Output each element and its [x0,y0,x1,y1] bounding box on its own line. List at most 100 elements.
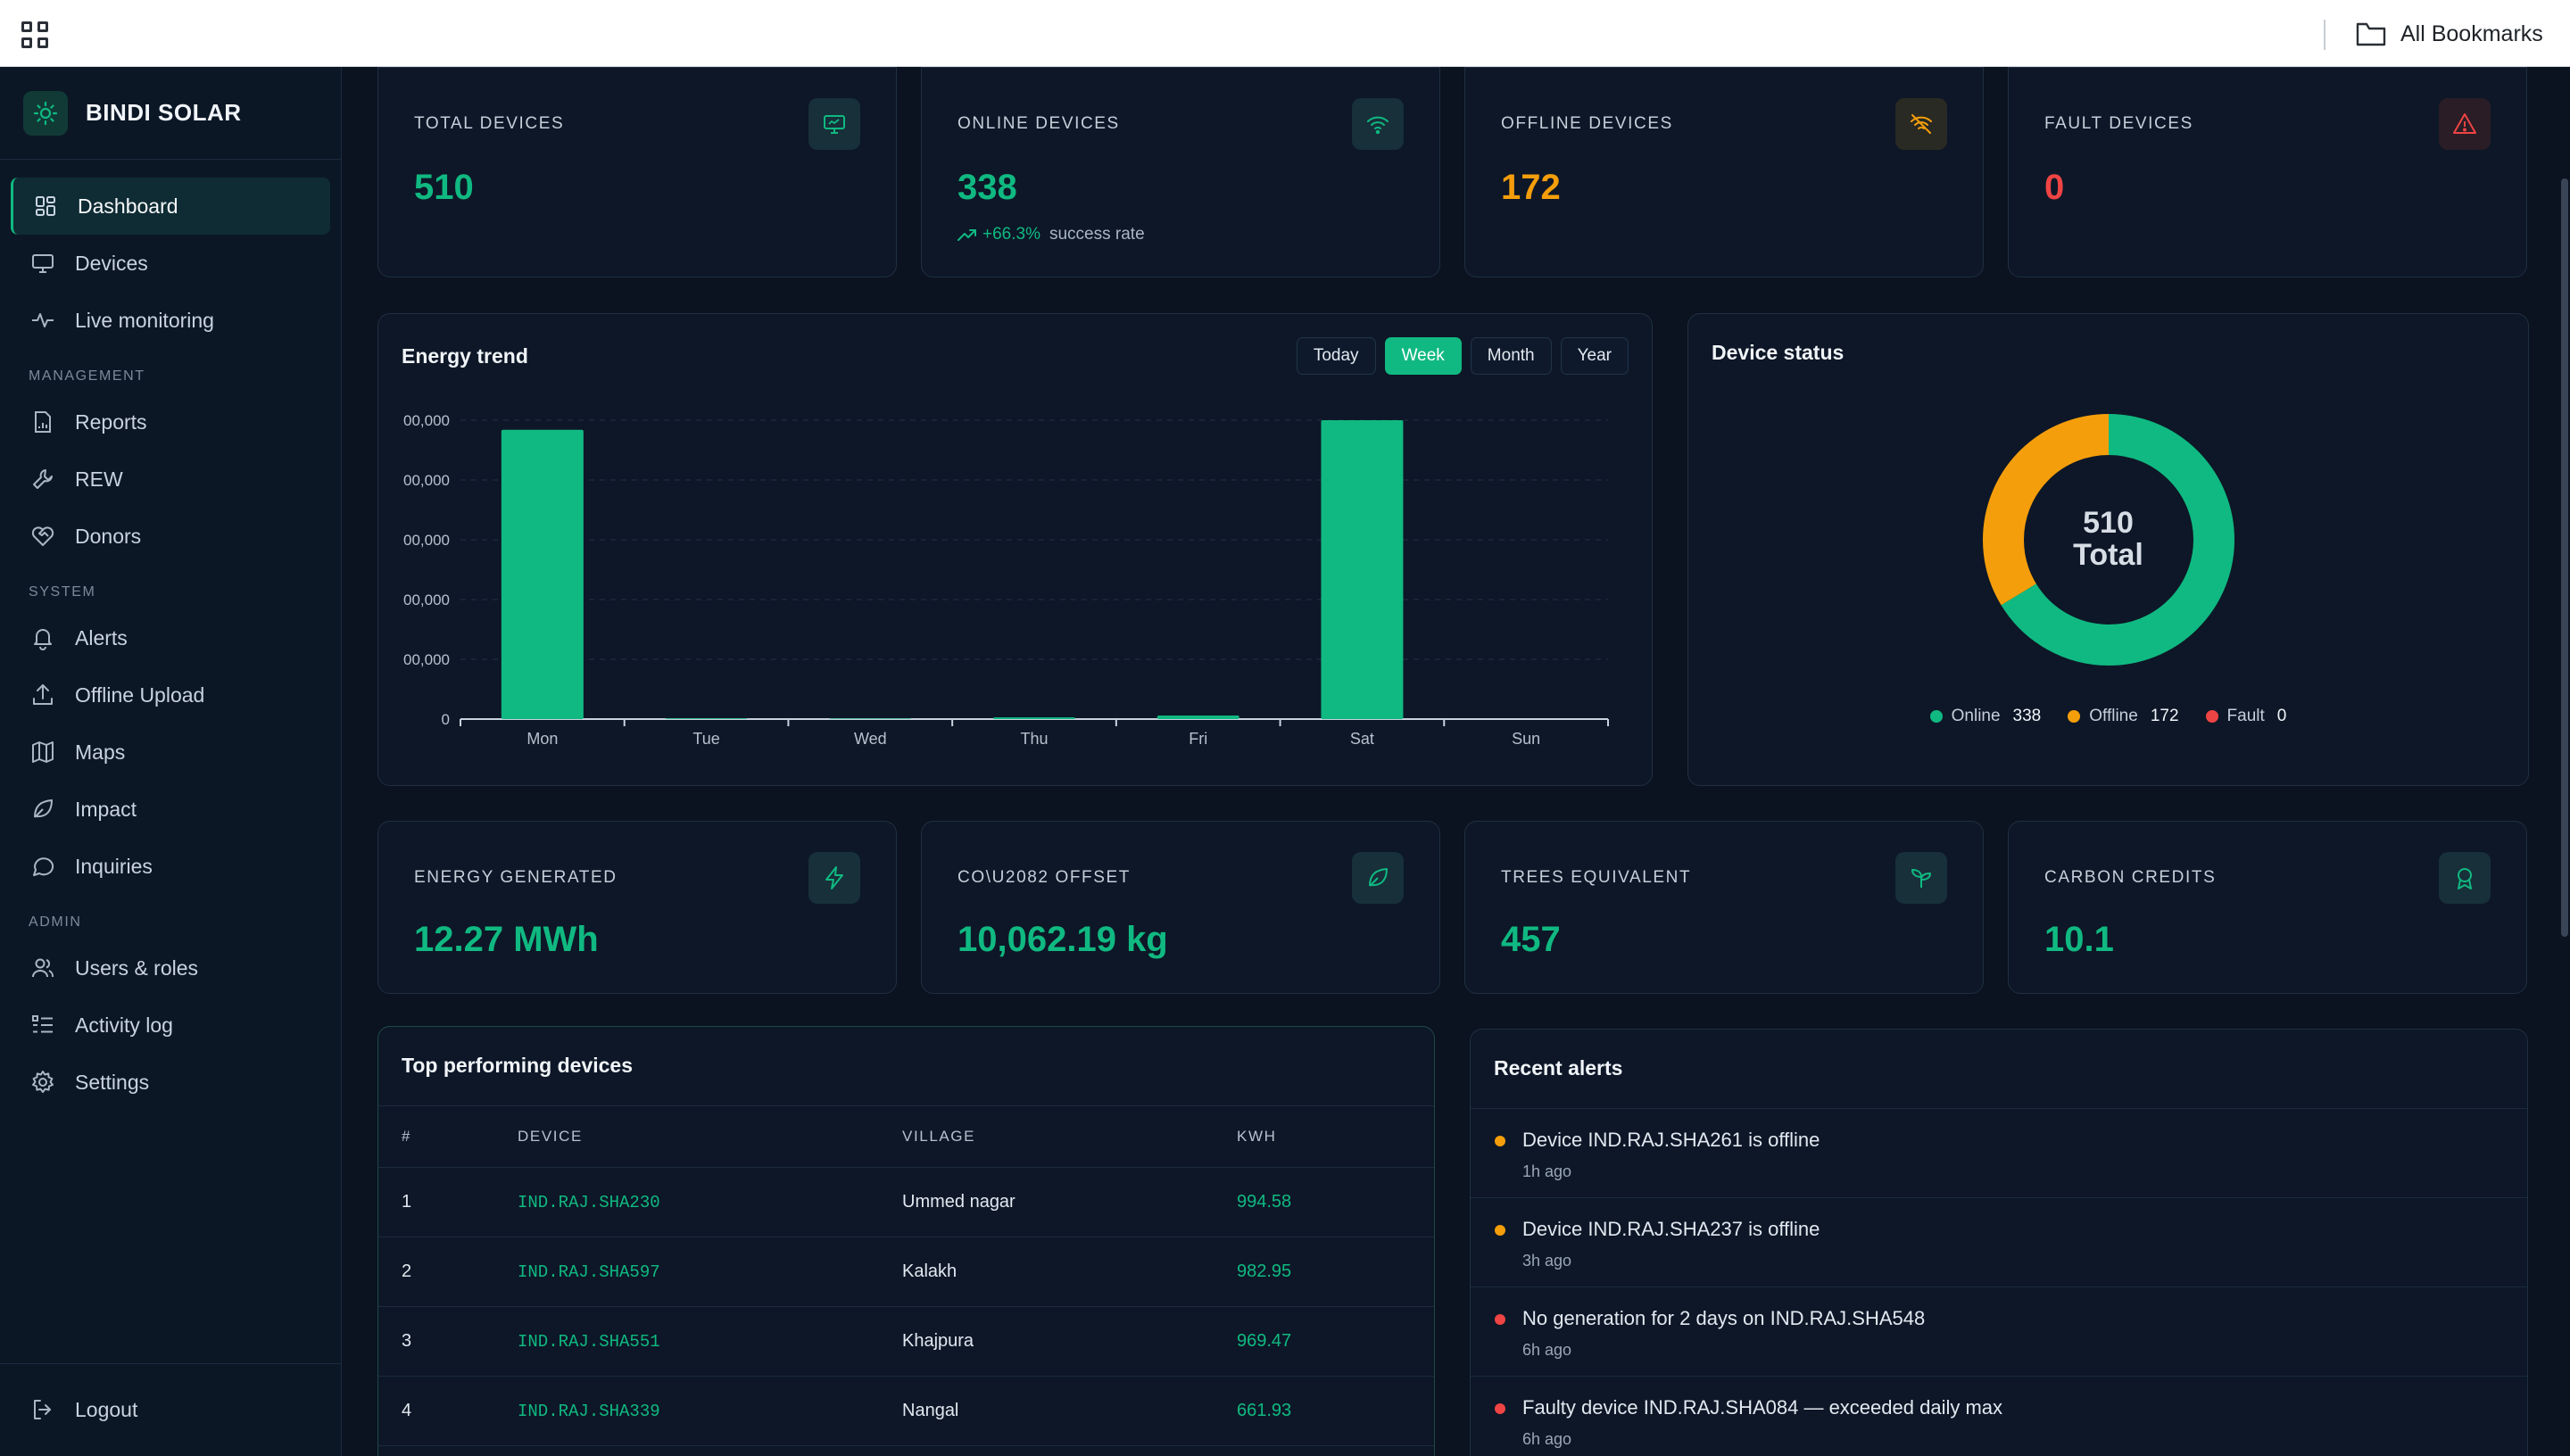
row-village: Kalakh [902,1262,958,1281]
alert-item[interactable]: Device IND.RAJ.SHA237 is offline 3h ago [1471,1198,2527,1287]
logout-button[interactable]: Logout [11,1363,330,1456]
alert-message: No generation for 2 days on IND.RAJ.SHA5… [1522,1307,1926,1329]
sidebar-item-reports[interactable]: Reports [11,393,330,451]
sidebar-item-impact[interactable]: Impact [11,781,330,838]
sidebar-item-devices[interactable]: Devices [11,235,330,292]
column-header-kwh[interactable]: KWH [1237,1128,1277,1145]
stat-card-fault-devices: FAULT DEVICES 0 [2008,67,2527,277]
warning-icon [2439,98,2491,150]
alert-item[interactable]: Device IND.RAJ.SHA261 is offline 1h ago [1471,1109,2527,1198]
table-row[interactable]: 3 IND.RAJ.SHA551 Khajpura 969.47 [378,1307,1434,1377]
recent-alerts-card: Recent alerts Device IND.RAJ.SHA261 is o… [1470,1029,2528,1456]
logout-icon [34,1400,51,1419]
stat-label: FAULT DEVICES [2044,114,2193,133]
brand[interactable]: BINDI SOLAR [0,67,341,160]
sidebar-item-label: Donors [75,524,142,548]
alerts-list: Device IND.RAJ.SHA261 is offline 1h ago … [1471,1108,2527,1456]
top-devices-table: # DEVICE VILLAGE KWH 1 IND.RAJ.SHA230 Um… [378,1105,1434,1446]
sidebar-item-settings[interactable]: Settings [11,1054,330,1111]
sidebar-item-label: Dashboard [78,194,178,218]
legend-offline[interactable]: Offline 172 [2068,707,2179,726]
stat-label: TOTAL DEVICES [414,114,565,133]
sidebar-item-rew[interactable]: REW [11,451,330,508]
apps-grid-icon[interactable] [21,21,48,48]
sidebar-item-label: Alerts [75,625,128,649]
stat-label: OFFLINE DEVICES [1501,114,1673,133]
sidebar-item-label: Offline Upload [75,682,205,707]
sidebar-item-inquiries[interactable]: Inquiries [11,838,330,895]
row-kwh: 982.95 [1237,1262,1292,1281]
bar-thu [993,716,1075,719]
x-tick-label: Sat [1350,730,1374,748]
row-device[interactable]: IND.RAJ.SHA551 [518,1331,660,1352]
all-bookmarks-button[interactable]: All Bookmarks [2356,16,2543,52]
y-tick-label: 00,000 [403,651,450,668]
wifi-icon [1352,98,1404,150]
sidebar-item-users-roles[interactable]: Users & roles [11,939,330,997]
energy-trend-card: Energy trend Today Week Month Year 0 00,0… [377,313,1653,786]
page-scrollbar-thumb[interactable] [2561,178,2568,937]
table-row[interactable]: 2 IND.RAJ.SHA597 Kalakh 982.95 [378,1237,1434,1307]
alert-time: 3h ago [1522,1252,1572,1270]
bolt-icon [808,852,860,904]
sidebar-item-label: Reports [75,410,147,434]
legend-label: Fault [2226,707,2265,725]
legend-label: Online [1951,707,2001,725]
legend-dot [1929,710,1943,723]
sidebar-item-live-monitoring[interactable]: Live monitoring [11,292,330,349]
sidebar-item-label: Inquiries [75,854,153,878]
row-kwh: 661.93 [1237,1401,1292,1420]
range-week-button[interactable]: Week [1384,337,1462,375]
x-tick-label: Sun [1512,730,1540,748]
stat-label: CO\U2082 OFFSET [958,868,1131,887]
alert-item[interactable]: No generation for 2 days on IND.RAJ.SHA5… [1471,1287,2527,1377]
sidebar-item-maps[interactable]: Maps [11,724,330,781]
legend-online[interactable]: Online 338 [1929,707,2041,726]
column-header-village[interactable]: VILLAGE [902,1128,976,1145]
stat-value: 0 [2044,168,2065,207]
alert-item[interactable]: Faulty device IND.RAJ.SHA084 — exceeded … [1471,1377,2527,1456]
table-row[interactable]: 1 IND.RAJ.SHA230 Ummed nagar 994.58 [378,1168,1434,1237]
sprout-icon [1895,852,1947,904]
column-header-device[interactable]: DEVICE [518,1128,583,1145]
energy-bar-chart: 0 00,000 00,000 00,000 00,000 00,000 Mon Tue Wed… [403,412,1609,748]
sidebar-item-alerts[interactable]: Alerts [11,609,330,666]
sidebar-item-label: Live monitoring [75,308,214,332]
y-tick-label: 00,000 [403,592,450,608]
dashboard-icon [36,196,55,216]
row-device[interactable]: IND.RAJ.SHA339 [518,1401,660,1421]
range-month-button[interactable]: Month [1470,337,1552,375]
wrench-icon [33,469,53,489]
nav-section-management: MANAGEMENT [29,368,145,384]
range-year-button[interactable]: Year [1560,337,1629,375]
list-icon [32,1015,53,1033]
heart-handshake-icon [31,526,54,546]
nav-section-admin: ADMIN [29,914,82,930]
leaf-icon [34,799,53,818]
row-device[interactable]: IND.RAJ.SHA230 [518,1192,660,1212]
stat-label: ENERGY GENERATED [414,868,618,887]
toolbar-divider [2324,20,2325,50]
top-devices-title: Top performing devices [402,1054,634,1077]
column-header-rank[interactable]: # [402,1128,412,1145]
stat-card-total-devices: TOTAL DEVICES 510 [377,67,897,277]
legend-count: 172 [2150,707,2179,725]
browser-bookmark-bar: All Bookmarks [0,0,2570,67]
stat-label: TREES EQUIVALENT [1501,868,1692,887]
legend-fault[interactable]: Fault 0 [2205,707,2286,726]
row-device[interactable]: IND.RAJ.SHA597 [518,1262,660,1282]
sidebar-item-dashboard[interactable]: Dashboard [11,178,330,235]
range-today-button[interactable]: Today [1296,337,1376,375]
alert-message: Device IND.RAJ.SHA261 is offline [1522,1129,1820,1151]
y-tick-label: 0 [442,711,450,728]
all-bookmarks-label: All Bookmarks [2400,21,2543,46]
energy-trend-title: Energy trend [402,344,528,368]
sidebar-item-donors[interactable]: Donors [11,508,330,565]
alert-message: Device IND.RAJ.SHA237 is offline [1522,1218,1820,1240]
sidebar-item-activity-log[interactable]: Activity log [11,997,330,1054]
table-row[interactable]: 4 IND.RAJ.SHA339 Nangal 661.93 [378,1377,1434,1446]
recent-alerts-title: Recent alerts [1494,1056,1623,1080]
stat-value: 457 [1501,920,1561,959]
sidebar-item-offline-upload[interactable]: Offline Upload [11,666,330,724]
donut-slice-offline[interactable] [1983,414,2234,666]
